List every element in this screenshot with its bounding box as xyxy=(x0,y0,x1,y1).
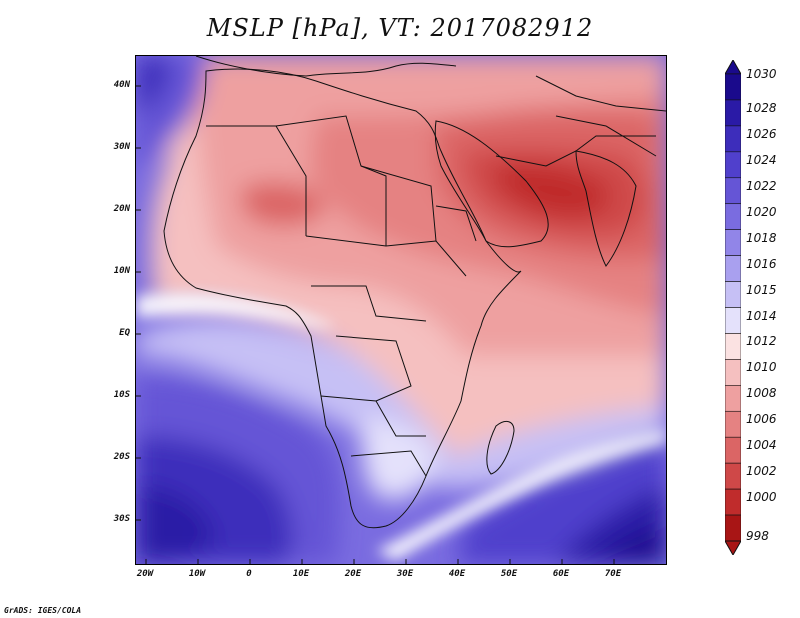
colorbar-label: 1018 xyxy=(746,230,777,245)
frame-ticks xyxy=(136,85,615,564)
lon-label-10e: 10E xyxy=(292,569,310,579)
colorbar-segment xyxy=(725,333,741,360)
lon-label-20e: 20E xyxy=(344,569,362,579)
colorbar-segment xyxy=(725,229,741,256)
credit-text: GrADS: IGES/COLA xyxy=(4,606,82,615)
lon-label-50e: 50E xyxy=(500,569,518,579)
lon-label-20w: 20W xyxy=(136,569,154,579)
contour-band xyxy=(136,292,666,561)
colorbar-segment xyxy=(725,488,741,516)
colorbar-segment xyxy=(725,385,741,412)
lat-label-20n: 20N xyxy=(113,204,130,214)
lon-label-70e: 70E xyxy=(604,569,622,579)
colorbar-segment xyxy=(725,177,741,205)
mslp-map xyxy=(135,55,667,565)
lon-label-60e: 60E xyxy=(552,569,570,579)
colorbar-segment xyxy=(725,99,741,127)
colorbar-label: 1022 xyxy=(746,178,777,193)
colorbar-segment xyxy=(725,514,741,542)
colorbar-label: 1028 xyxy=(746,100,777,115)
colorbar-label: 1010 xyxy=(746,360,777,375)
colorbar-label: 1016 xyxy=(746,256,777,271)
colorbar-label: 1008 xyxy=(746,386,777,401)
colorbar-min-arrow xyxy=(725,540,741,555)
lon-label-0: 0 xyxy=(246,569,252,579)
colorbar-label: 1006 xyxy=(746,412,777,427)
lat-label-20s: 20S xyxy=(113,452,130,462)
map-canvas xyxy=(136,56,666,564)
lat-label-30s: 30S xyxy=(113,514,130,524)
pressure-field xyxy=(136,56,666,564)
map-title: MSLP [hPa], VT: 2017082912 xyxy=(206,14,594,42)
colorbar-label: 1000 xyxy=(746,490,777,505)
colorbar-segment xyxy=(725,125,741,153)
colorbar-label: 998 xyxy=(746,529,769,544)
coastlines xyxy=(163,56,666,529)
colorbar-segment xyxy=(725,436,741,464)
lon-label-10w: 10W xyxy=(188,569,206,579)
colorbar-segment xyxy=(725,73,741,101)
colorbar-segment xyxy=(725,203,741,230)
colorbar-segment xyxy=(725,151,741,179)
colorbar-label: 1002 xyxy=(746,464,777,479)
lat-label-40n: 40N xyxy=(113,80,130,90)
colorbar-label: 1024 xyxy=(746,152,777,167)
lon-label-30e: 30E xyxy=(396,569,414,579)
colorbar-label: 1026 xyxy=(746,126,777,141)
colorbar-label: 1012 xyxy=(746,334,777,349)
colorbar-segment xyxy=(725,307,741,334)
colorbar-max-arrow xyxy=(725,60,741,75)
lat-label-10n: 10N xyxy=(113,266,130,276)
colorbar-label: 1030 xyxy=(746,67,777,81)
colorbar-label: 1015 xyxy=(746,282,777,297)
colorbar-label: 1004 xyxy=(746,438,777,453)
colorbar-label: 1014 xyxy=(746,308,777,323)
colorbar-segment xyxy=(725,255,741,282)
colorbar-segment xyxy=(725,410,741,438)
lon-label-40e: 40E xyxy=(448,569,466,579)
lat-label-30n: 30N xyxy=(113,142,130,152)
colorbar xyxy=(725,60,741,555)
lat-label-eq: EQ xyxy=(119,328,130,338)
lat-label-10s: 10S xyxy=(113,390,130,400)
colorbar-label: 1020 xyxy=(746,204,777,219)
colorbar-segment xyxy=(725,281,741,308)
colorbar-segment xyxy=(725,359,741,386)
colorbar-segment xyxy=(725,462,741,490)
